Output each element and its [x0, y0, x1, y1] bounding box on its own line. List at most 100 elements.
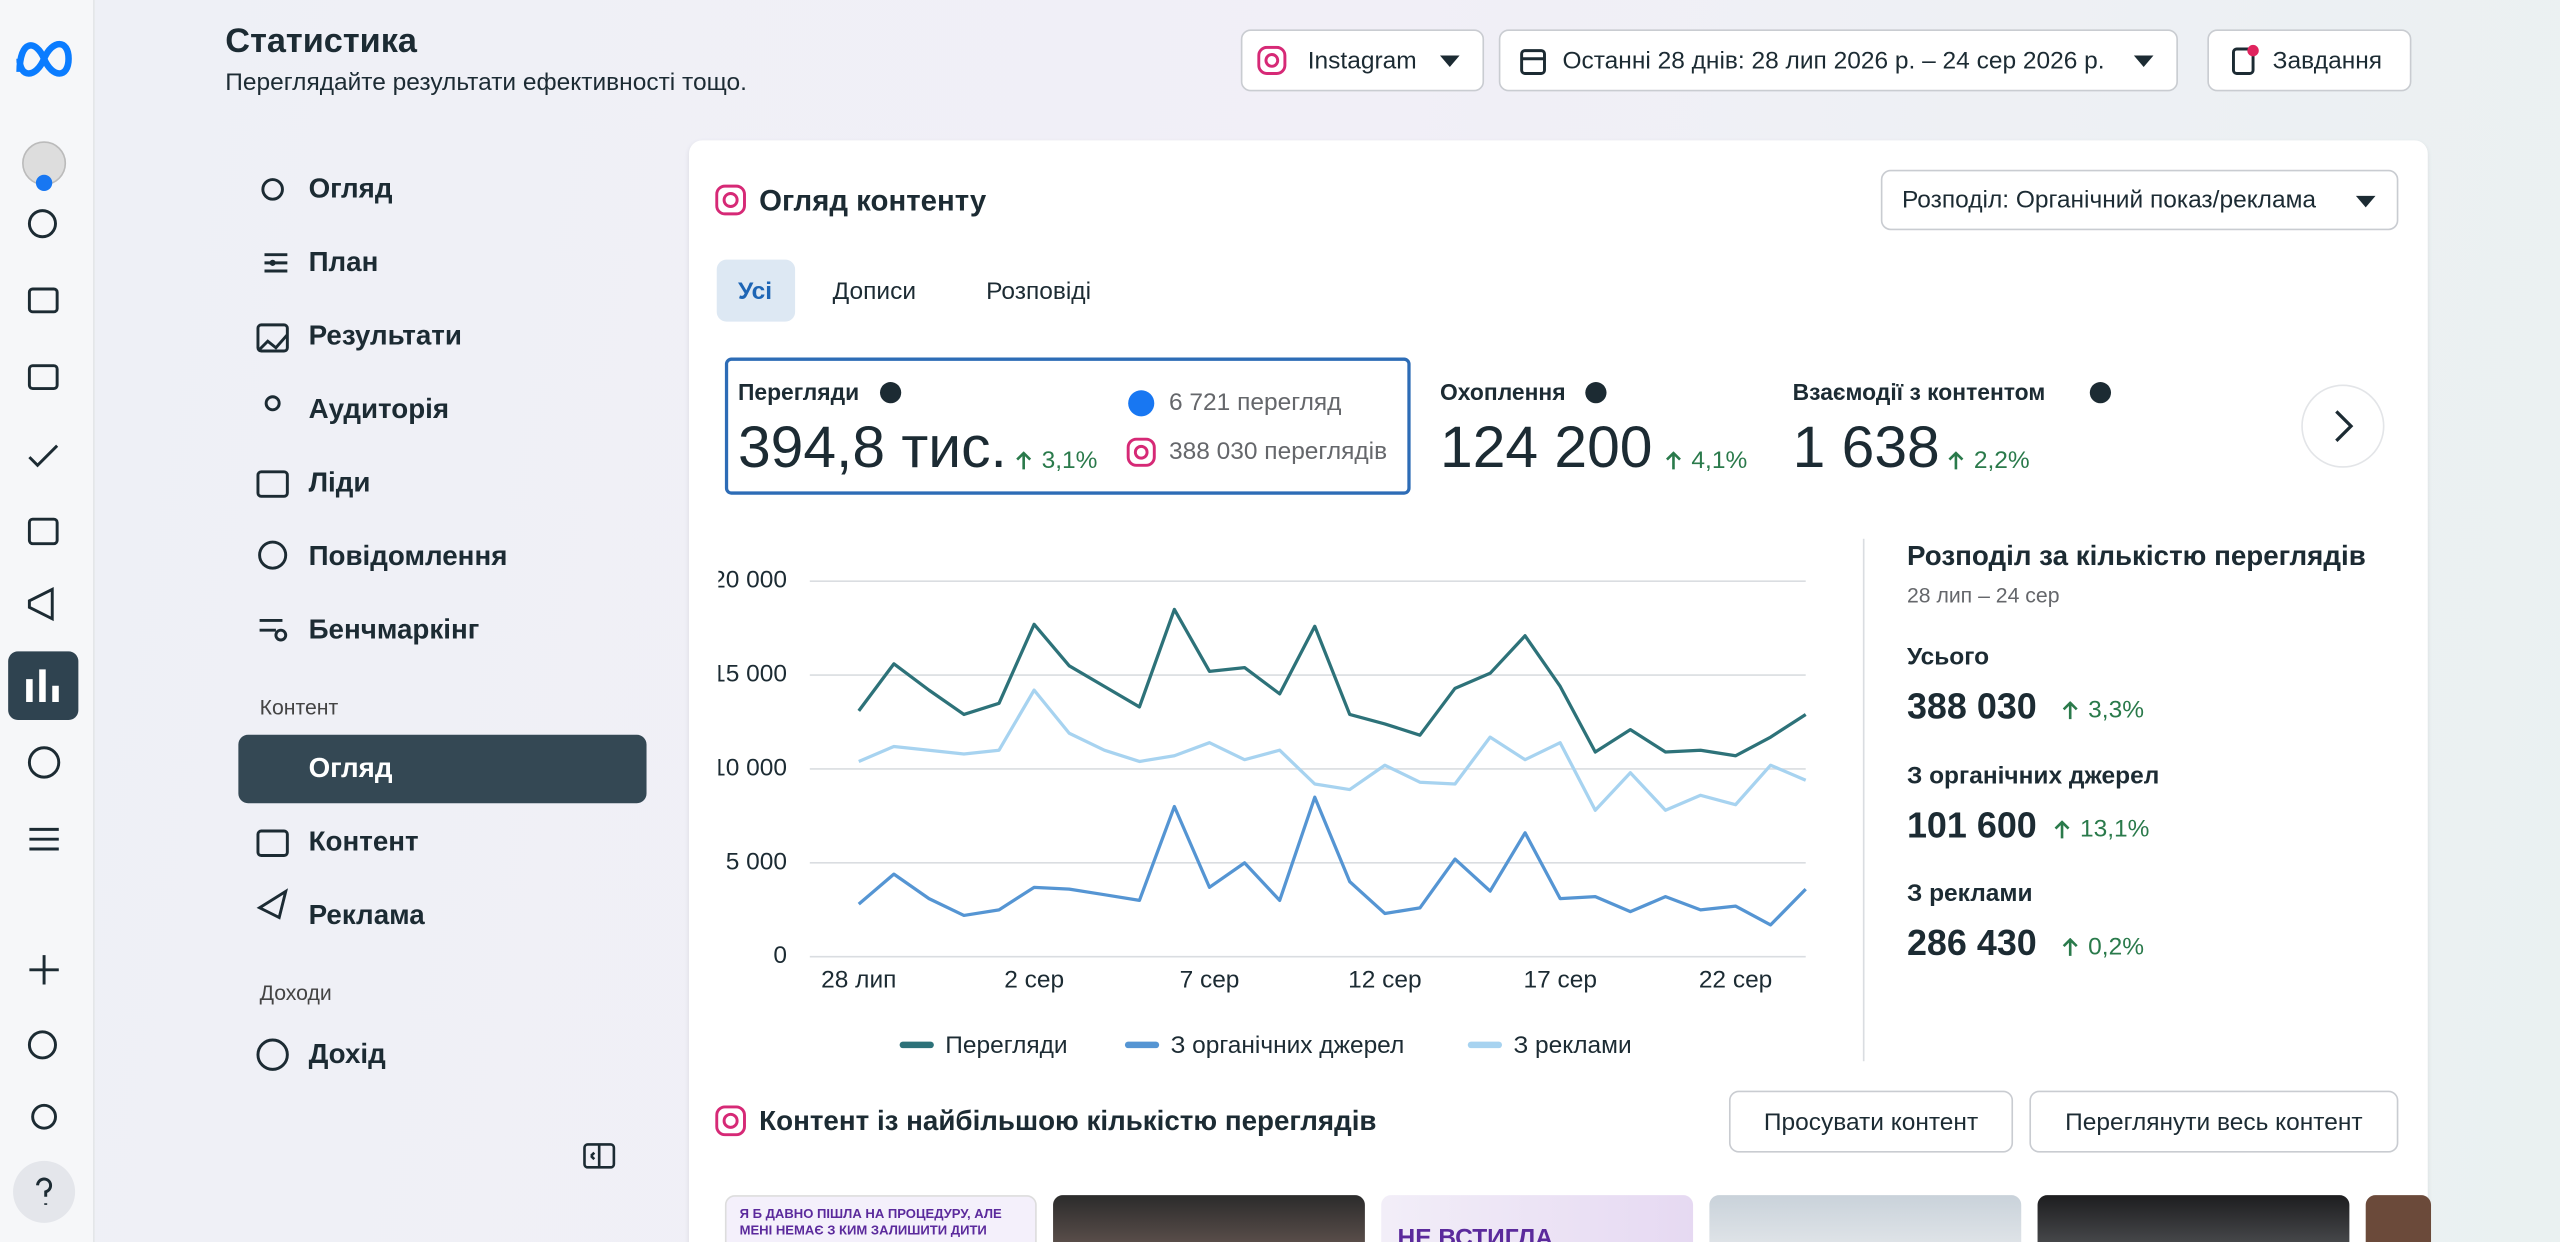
thumbnail-text: Я Б ДАВНО ПІШЛА НА ПРОЦЕДУРУ, АЛЕ [739, 1206, 1002, 1222]
nav-item[interactable]: Бенчмаркінг [308, 613, 480, 645]
platform-label: Instagram [1307, 46, 1417, 75]
breakdown-value: 286 430 [1906, 922, 2037, 964]
content-thumbnail[interactable] [2365, 1195, 2432, 1242]
metric-selected[interactable] [724, 357, 1411, 495]
breakdown-label: Усього [1906, 643, 1990, 672]
nav-item[interactable]: Реклама [308, 899, 425, 931]
button-label: Просувати контент [1763, 1107, 1979, 1136]
change-value: 13,1% [2080, 815, 2150, 844]
metric-source: 388 030 переглядів [1168, 437, 1388, 466]
change: 0,2% [2062, 933, 2144, 961]
tab-active[interactable] [716, 259, 796, 322]
section-title: Контент із найбільшою кількістю перегляд… [759, 1105, 1377, 1137]
y-tick-label: 0 [773, 942, 787, 969]
up-arrow [1948, 450, 1964, 469]
tab[interactable]: Дописи [832, 277, 917, 306]
inbox-icon[interactable] [27, 209, 57, 239]
page-title: Статистика [225, 22, 417, 61]
help-button[interactable] [13, 1160, 76, 1223]
section-title: Огляд контенту [759, 184, 987, 218]
nav-section: Доходи [259, 980, 332, 1005]
thumbnail-text: МЕНІ НЕМАЄ З КИМ ЗАЛИШИТИ ДИТИ [739, 1222, 987, 1238]
metric-label: Перегляди [737, 378, 860, 405]
calendar-icon[interactable] [27, 517, 59, 546]
nav-item[interactable]: Огляд [308, 173, 393, 205]
content-thumbnail[interactable] [1709, 1195, 2022, 1242]
metric-source: 6 721 перегляд [1168, 388, 1342, 417]
up-arrow [2062, 700, 2078, 719]
y-tick-labels: 0 5 000 10 000 15 000 20 000 [718, 567, 787, 970]
insights-icon [26, 669, 59, 703]
change-value: 3,1% [1041, 446, 1098, 475]
ads-icon[interactable] [27, 587, 54, 622]
breakdown-label: З органічних джерел [1906, 762, 2160, 791]
collapse-nav[interactable] [581, 1141, 617, 1170]
planner-icon[interactable] [28, 444, 59, 468]
nav-section: Контент [259, 694, 339, 720]
tasks-button[interactable]: Завдання [2207, 29, 2412, 92]
view-all-button[interactable]: Переглянути весь контент [2029, 1090, 2399, 1153]
tasks-label: Завдання [2272, 46, 2383, 75]
content-thumbnail[interactable]: НЕ ВСТИГЛА [1381, 1195, 1694, 1242]
dropdown-caret [2355, 195, 2376, 208]
menu-icon[interactable] [29, 827, 59, 851]
breakdown-value: 101 600 [1906, 804, 2037, 846]
change: 2,2% [1948, 447, 2030, 474]
content-card [688, 140, 2428, 1242]
breakdown-dropdown[interactable]: Розподіл: Органічний показ/реклама [1880, 169, 2399, 231]
series-line [858, 688, 1807, 812]
series-line [857, 607, 1807, 758]
content-thumbnail[interactable] [1053, 1195, 1365, 1242]
breakdown-label: З реклами [1906, 879, 2033, 908]
nav-item[interactable]: Результати [308, 320, 462, 352]
legend-label: З органічних джерел [1171, 1032, 1405, 1059]
nav-item[interactable]: Аудиторія [308, 393, 450, 425]
x-tick-label: 17 сер [1523, 967, 1596, 994]
tab[interactable]: Усі [737, 277, 773, 306]
change-value: 4,1% [1691, 446, 1748, 475]
button-label: Переглянути весь контент [2065, 1107, 2363, 1136]
divider [1862, 538, 1865, 1062]
promote-button[interactable]: Просувати контент [1728, 1090, 2014, 1153]
nav-item[interactable]: Контент [308, 826, 419, 858]
nav-item[interactable]: Дохід [308, 1038, 386, 1070]
content-thumbnail[interactable]: Я Б ДАВНО ПІШЛА НА ПРОЦЕДУРУ, АЛЕ МЕНІ Н… [724, 1195, 1037, 1242]
metric-value: 1 638 [1792, 413, 1940, 480]
search-icon[interactable] [27, 1030, 57, 1060]
nav-item[interactable]: Ліди [308, 466, 371, 498]
meta-logo[interactable] [16, 40, 72, 77]
content-thumbnail[interactable] [2037, 1195, 2350, 1242]
thumbnail-text: НЕ ВСТИГЛА [1397, 1224, 1553, 1242]
posts-icon[interactable] [27, 364, 59, 391]
x-tick-label: 2 сер [1004, 967, 1064, 994]
up-arrow [1666, 450, 1681, 469]
tab[interactable]: Розповіді [986, 277, 1092, 306]
x-tick-label: 12 сер [1348, 967, 1421, 994]
info-icon [1585, 382, 1607, 404]
legend-label: Перегляди [945, 1032, 1067, 1059]
monetization-icon[interactable] [27, 746, 61, 779]
create-icon[interactable] [29, 955, 59, 985]
instagram-icon [715, 1105, 746, 1137]
icon-rail [0, 0, 95, 1242]
leads-icon[interactable] [27, 287, 59, 314]
metric-value: 394,8 тис. [737, 413, 1007, 480]
breakdown-value: 388 030 [1906, 685, 2037, 727]
date-range-dropdown[interactable]: Останні 28 днів: 28 лип 2026 р. – 24 сер… [1498, 29, 2178, 92]
nav-item[interactable]: Повідомлення [308, 540, 508, 572]
nav-item[interactable]: Огляд [308, 752, 393, 784]
date-range-label: Останні 28 днів: 28 лип 2026 р. – 24 сер… [1562, 46, 2105, 75]
platform-dropdown[interactable]: Instagram [1240, 29, 1485, 92]
change: 3,3% [2062, 696, 2144, 724]
change-value: 3,3% [2088, 696, 2145, 725]
nav-item[interactable]: План [308, 246, 379, 278]
nav-active-item[interactable] [238, 734, 647, 804]
x-tick-label: 28 лип [821, 967, 896, 994]
platform-icons [1257, 45, 1460, 75]
next-metrics[interactable] [2300, 384, 2388, 472]
change: 4,1% [1665, 446, 1748, 475]
settings-icon[interactable] [31, 1103, 57, 1130]
legend-label: З реклами [1513, 1032, 1631, 1059]
